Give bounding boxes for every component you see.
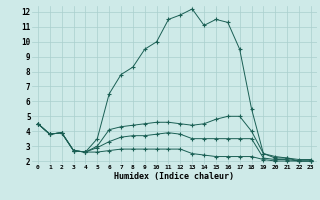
X-axis label: Humidex (Indice chaleur): Humidex (Indice chaleur): [115, 172, 234, 181]
